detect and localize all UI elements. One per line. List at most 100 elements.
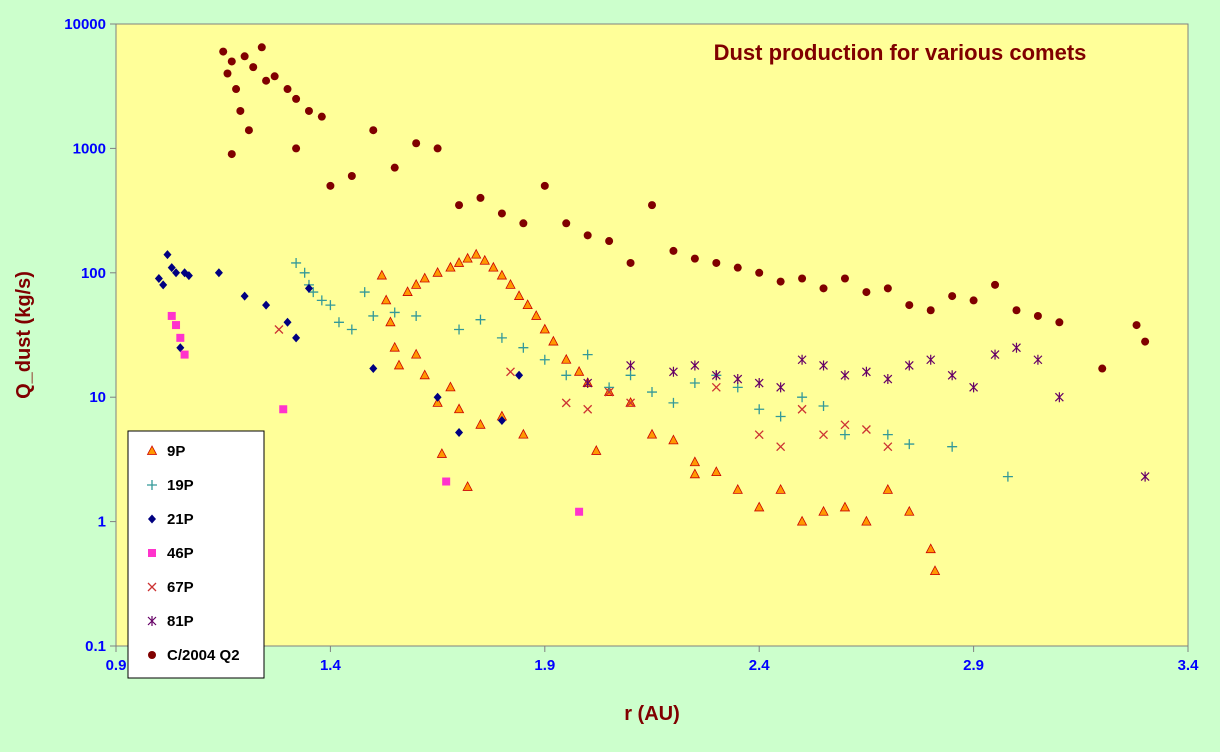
data-point (154, 273, 163, 283)
data-point (904, 360, 914, 371)
data-point (402, 286, 413, 296)
data-point (184, 271, 193, 281)
data-point (839, 429, 850, 440)
axes: 0.9 1.4 1.9 2.4 2.9 3.4 0.1 1 10 100 1000 10000 (64, 16, 1199, 674)
data-point (419, 272, 430, 283)
data-point (270, 72, 279, 81)
data-point (539, 323, 550, 334)
data-point (454, 324, 465, 335)
data-point (317, 112, 326, 121)
legend-label: 46P (167, 545, 194, 562)
data-point (818, 505, 829, 516)
data-point (283, 85, 292, 94)
data-point (471, 248, 482, 259)
data-point (419, 369, 430, 380)
data-point (840, 370, 850, 381)
data-point (883, 374, 893, 385)
legend-label: 21P (167, 511, 194, 528)
data-point (236, 106, 245, 115)
data-point (410, 279, 422, 289)
data-point (368, 310, 379, 321)
data-point (905, 301, 914, 310)
data-point (776, 382, 786, 393)
data-point (346, 324, 357, 335)
data-point (1033, 311, 1042, 320)
data-point (689, 468, 701, 479)
data-point (562, 219, 571, 228)
data-point (505, 279, 516, 289)
data-point (711, 466, 722, 476)
data-point (380, 294, 392, 305)
data-point (776, 442, 786, 452)
data-point (518, 342, 529, 353)
legend-marker (146, 445, 158, 455)
legend-marker (147, 616, 157, 626)
data-point (583, 231, 592, 240)
data-point (227, 150, 236, 159)
data-point (232, 85, 241, 94)
data-point (861, 425, 871, 434)
data-point (385, 316, 396, 327)
data-point (359, 287, 370, 298)
data-point (304, 283, 313, 293)
data-point (257, 43, 266, 52)
data-point (479, 254, 490, 265)
x-tick-label: 1.4 (320, 657, 342, 674)
data-point (455, 201, 464, 210)
data-point (249, 63, 258, 72)
series-0 (376, 248, 941, 576)
data-point (1033, 354, 1043, 365)
data-point (796, 515, 808, 526)
data-point (445, 261, 456, 272)
x-tick-label: 3.4 (1178, 657, 1200, 674)
legend-label: 9P (167, 443, 185, 460)
data-point (575, 507, 584, 516)
x-tick-label: 0.9 (106, 657, 127, 674)
legend-label: C/2004 Q2 (167, 647, 240, 664)
data-point (626, 360, 635, 371)
data-point (475, 314, 486, 325)
data-point (754, 378, 764, 389)
x-tick-label: 1.9 (534, 657, 555, 674)
data-point (583, 378, 593, 389)
data-point (389, 307, 400, 318)
data-point (172, 321, 181, 330)
plot-area (115, 23, 1189, 647)
data-point (840, 420, 850, 430)
data-point (393, 359, 405, 370)
data-point (519, 219, 528, 228)
data-point (754, 430, 764, 440)
data-point (991, 280, 1000, 289)
y-tick-label: 100 (81, 265, 106, 282)
data-point (515, 370, 524, 380)
data-point (754, 404, 765, 415)
data-point (304, 106, 313, 115)
y-tick-label: 0.1 (85, 638, 106, 655)
data-point (711, 370, 721, 381)
data-point (668, 434, 679, 445)
data-point (518, 428, 529, 439)
data-point (455, 428, 464, 438)
x-axis-title: r (AU) (624, 703, 680, 725)
data-point (214, 268, 223, 278)
data-point (582, 349, 593, 360)
data-point (573, 365, 585, 376)
data-point (689, 456, 701, 467)
data-point (591, 445, 602, 455)
data-point (755, 268, 764, 277)
data-point (531, 310, 542, 320)
data-point (583, 404, 593, 414)
data-point (712, 258, 721, 267)
data-point (442, 477, 451, 486)
data-point (1098, 364, 1107, 373)
data-point (436, 448, 448, 458)
data-point (497, 209, 506, 218)
legend-marker (147, 480, 157, 490)
data-point (308, 287, 319, 298)
data-point (513, 290, 525, 300)
data-point (180, 350, 189, 359)
data-point (227, 57, 236, 66)
data-point (947, 370, 957, 381)
